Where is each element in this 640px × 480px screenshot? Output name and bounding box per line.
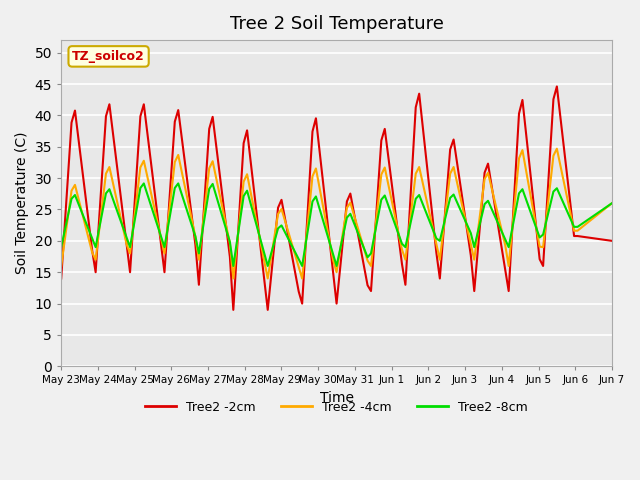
Tree2 -2cm	[553, 84, 561, 89]
Y-axis label: Soil Temperature (C): Soil Temperature (C)	[15, 132, 29, 275]
Tree2 -4cm	[553, 146, 561, 152]
Tree2 -4cm	[608, 200, 616, 206]
Tree2 -8cm	[212, 192, 220, 198]
Tree2 -8cm	[246, 200, 254, 206]
Tree2 -8cm	[230, 263, 237, 269]
Tree2 -4cm	[209, 158, 216, 164]
Tree2 -2cm	[230, 307, 237, 313]
Tree2 -8cm	[268, 251, 275, 256]
Tree2 -4cm	[264, 276, 271, 281]
Tree2 -8cm	[522, 196, 530, 202]
Legend: Tree2 -2cm, Tree2 -4cm, Tree2 -8cm: Tree2 -2cm, Tree2 -4cm, Tree2 -8cm	[140, 396, 533, 419]
Tree2 -4cm	[546, 183, 554, 189]
Tree2 -8cm	[588, 215, 595, 220]
Tree2 -8cm	[140, 180, 148, 186]
Tree2 -4cm	[518, 147, 526, 153]
X-axis label: Time: Time	[319, 391, 353, 405]
Tree2 -2cm	[209, 114, 216, 120]
Tree2 -8cm	[58, 244, 65, 250]
Tree2 -2cm	[264, 307, 271, 313]
Tree2 -2cm	[588, 235, 595, 241]
Tree2 -2cm	[518, 97, 526, 103]
Tree2 -8cm	[608, 200, 616, 206]
Tree2 -2cm	[58, 276, 65, 281]
Line: Tree2 -2cm: Tree2 -2cm	[61, 86, 612, 310]
Text: TZ_soilco2: TZ_soilco2	[72, 50, 145, 63]
Title: Tree 2 Soil Temperature: Tree 2 Soil Temperature	[230, 15, 444, 33]
Tree2 -8cm	[550, 189, 557, 194]
Tree2 -4cm	[243, 171, 251, 177]
Tree2 -2cm	[546, 152, 554, 158]
Line: Tree2 -4cm: Tree2 -4cm	[61, 149, 612, 278]
Tree2 -2cm	[608, 238, 616, 244]
Tree2 -2cm	[243, 128, 251, 133]
Tree2 -4cm	[588, 217, 595, 223]
Line: Tree2 -8cm: Tree2 -8cm	[61, 183, 612, 266]
Tree2 -4cm	[58, 263, 65, 269]
Tree2 -4cm	[230, 276, 237, 281]
